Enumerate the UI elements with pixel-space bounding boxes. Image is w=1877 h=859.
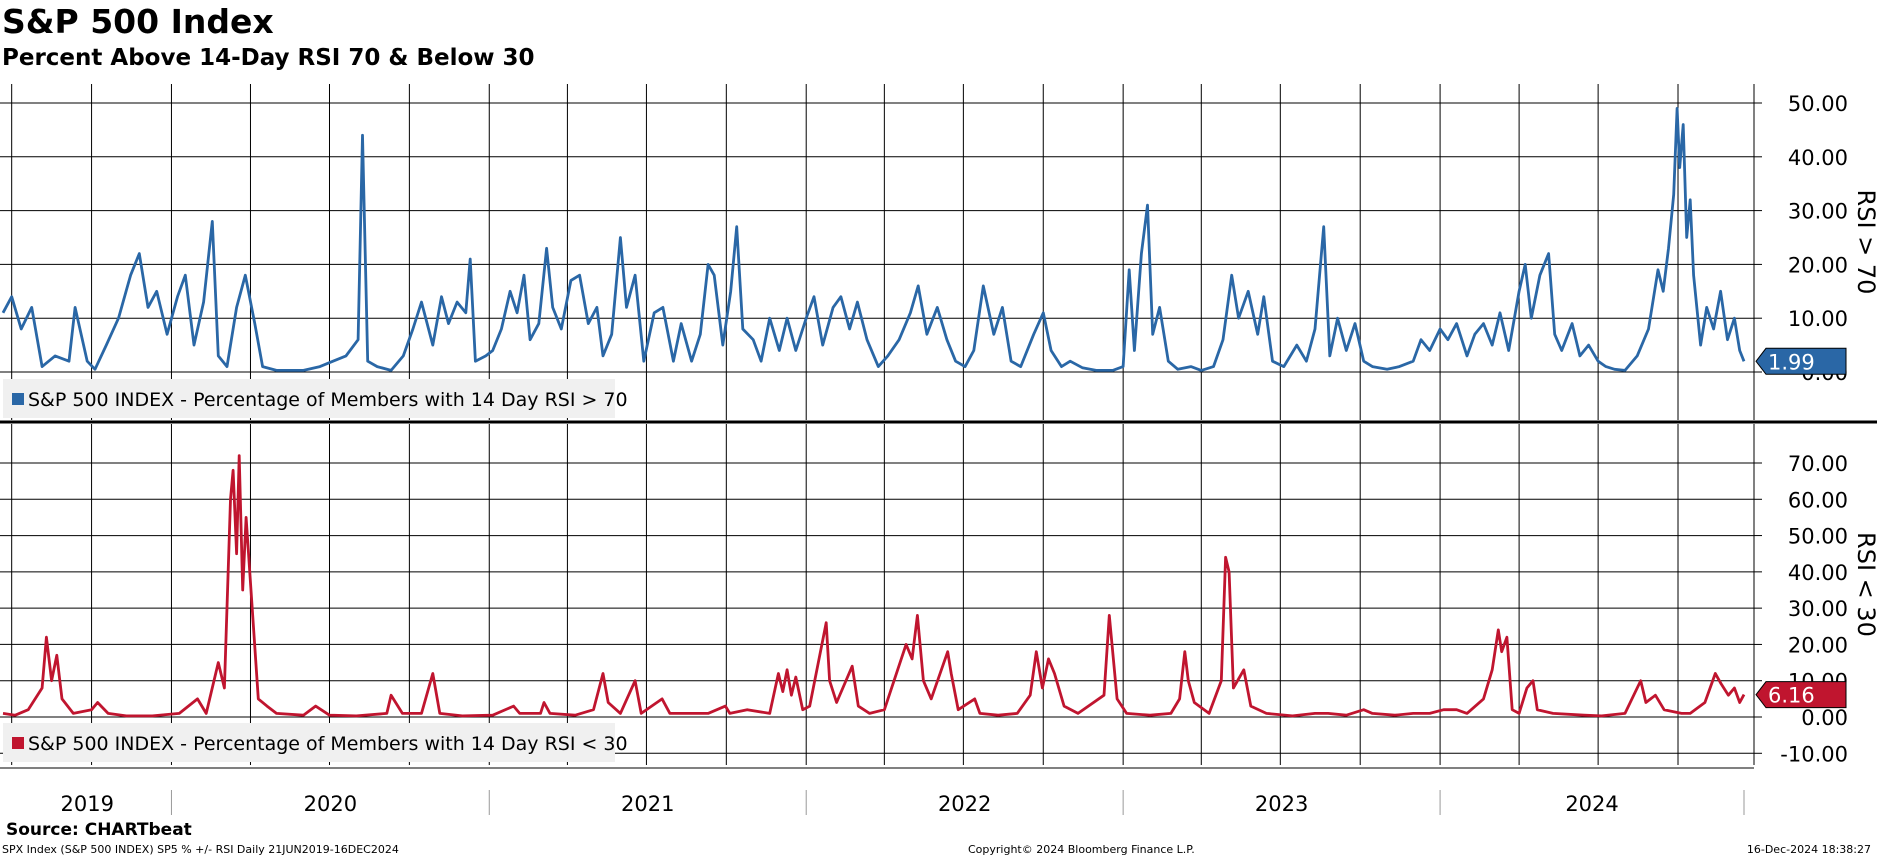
chart-title: S&P 500 Index <box>2 2 274 41</box>
y-tick-label: -10.00 <box>1780 742 1848 766</box>
y-tick-label: 20.00 <box>1788 633 1848 657</box>
footer-description: SPX Index (S&P 500 INDEX) SP5 % +/- RSI … <box>2 843 399 856</box>
last-value-tag <box>1755 347 1847 375</box>
legend-box <box>3 379 615 418</box>
y-tick-label: 40.00 <box>1788 561 1848 585</box>
y-tick-label: 0.00 <box>1801 706 1848 730</box>
source-note: Source: CHARTbeat <box>6 820 192 840</box>
y-tick-label: 30.00 <box>1788 200 1848 224</box>
footer-timestamp: 16-Dec-2024 18:38:27 <box>1746 843 1871 856</box>
y-tick-label: 60.00 <box>1788 488 1848 512</box>
y-axis-label: RSI < 30 <box>1852 532 1877 637</box>
legend-swatch <box>12 737 24 749</box>
chart-subtitle: Percent Above 14-Day RSI 70 & Below 30 <box>2 45 535 71</box>
y-tick-label: 50.00 <box>1788 525 1848 549</box>
x-tick-label: 2022 <box>938 792 991 816</box>
x-tick-label: 2023 <box>1255 792 1308 816</box>
y-tick-label: 50.00 <box>1788 92 1848 116</box>
y-axis-label: RSI > 70 <box>1852 190 1877 295</box>
x-tick-label: 2019 <box>61 792 114 816</box>
panel-rsi-below-30: 70.0060.0050.0040.0030.0020.0010.000.00-… <box>0 424 1877 766</box>
legend-box <box>3 723 615 762</box>
footer-copyright: Copyright© 2024 Bloomberg Finance L.P. <box>968 843 1195 856</box>
x-axis: 2019 2020 2021 2022 2023 2024 <box>0 767 1754 816</box>
last-value-tag <box>1755 681 1847 709</box>
y-tick-label: 40.00 <box>1788 146 1848 170</box>
legend-label: S&P 500 INDEX - Percentage of Members wi… <box>28 389 628 411</box>
series-line <box>2 454 1746 718</box>
y-tick-label: 10.00 <box>1788 307 1848 331</box>
last-value-label: 1.99 <box>1768 350 1815 374</box>
x-tick-label: 2024 <box>1565 792 1618 816</box>
legend-label: S&P 500 INDEX - Percentage of Members wi… <box>28 733 628 755</box>
last-value-label: 6.16 <box>1768 684 1815 708</box>
y-tick-label: 20.00 <box>1788 253 1848 277</box>
series-line <box>1 107 1746 372</box>
x-tick-label: 2021 <box>621 792 674 816</box>
y-tick-label: 70.00 <box>1788 452 1848 476</box>
legend-swatch <box>12 393 24 405</box>
x-tick-label: 2020 <box>304 792 357 816</box>
y-tick-label: 30.00 <box>1788 597 1848 621</box>
